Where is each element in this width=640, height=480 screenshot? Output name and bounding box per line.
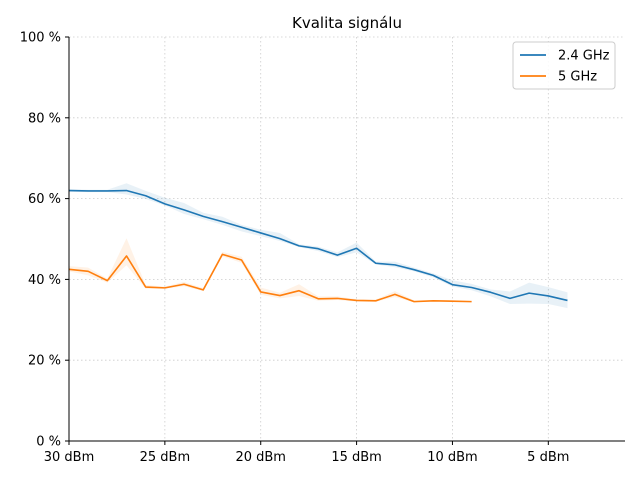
y-tick-label: 0 % xyxy=(36,435,61,450)
series-1-confidence-band xyxy=(69,183,568,309)
legend-box xyxy=(512,41,616,90)
x-tick-label: 10 dBm xyxy=(427,450,478,465)
x-tick-label: 15 dBm xyxy=(331,450,382,465)
y-tick-label: 100 % xyxy=(20,31,61,46)
x-tick-label: 25 dBm xyxy=(140,450,191,465)
x-tick-label: 30 dBm xyxy=(44,450,95,465)
series-2-line xyxy=(68,253,472,303)
chart-title: Kvalita signálu xyxy=(292,14,402,32)
series-lines xyxy=(68,189,568,303)
axes: 30 dBm 25 dBm 20 dBm 15 dBm 10 dBm 5 dBm 0 % 20… xyxy=(20,31,625,465)
confidence-bands xyxy=(69,183,568,309)
y-tick-label: 40 % xyxy=(28,273,61,288)
series-1-line xyxy=(68,189,568,302)
y-tick-label: 80 % xyxy=(28,111,61,126)
x-tick-label: 5 dBm xyxy=(527,450,569,465)
legend-label: 5 GHz xyxy=(558,70,597,85)
legend: 2.4 GHz 5 GHz xyxy=(512,41,616,90)
x-tick-label: 20 dBm xyxy=(235,450,286,465)
grid-lines xyxy=(68,36,625,442)
legend-label: 2.4 GHz xyxy=(558,49,610,64)
y-tick-label: 60 % xyxy=(28,192,61,207)
y-tick-label: 20 % xyxy=(28,354,61,369)
